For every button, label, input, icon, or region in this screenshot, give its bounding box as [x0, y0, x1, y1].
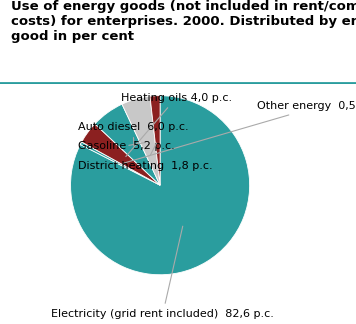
Wedge shape — [95, 104, 160, 185]
Text: Other energy  0,5 p.c.: Other energy 0,5 p.c. — [123, 101, 356, 163]
Wedge shape — [150, 96, 160, 185]
Wedge shape — [80, 142, 160, 185]
Text: Use of energy goods (not included in rent/common
costs) for enterprises. 2000. D: Use of energy goods (not included in ren… — [11, 0, 356, 43]
Text: District heating  1,8 p.c.: District heating 1,8 p.c. — [78, 143, 212, 170]
Wedge shape — [70, 96, 250, 275]
Text: Electricity (grid rent included)  82,6 p.c.: Electricity (grid rent included) 82,6 p.… — [51, 226, 274, 319]
Wedge shape — [122, 96, 160, 185]
Text: Auto diesel  6,0 p.c.: Auto diesel 6,0 p.c. — [78, 122, 188, 146]
Text: Gasoline  5,2 p.c.: Gasoline 5,2 p.c. — [78, 141, 174, 151]
Text: Heating oils 4,0 p.c.: Heating oils 4,0 p.c. — [121, 93, 232, 156]
Wedge shape — [82, 124, 160, 185]
